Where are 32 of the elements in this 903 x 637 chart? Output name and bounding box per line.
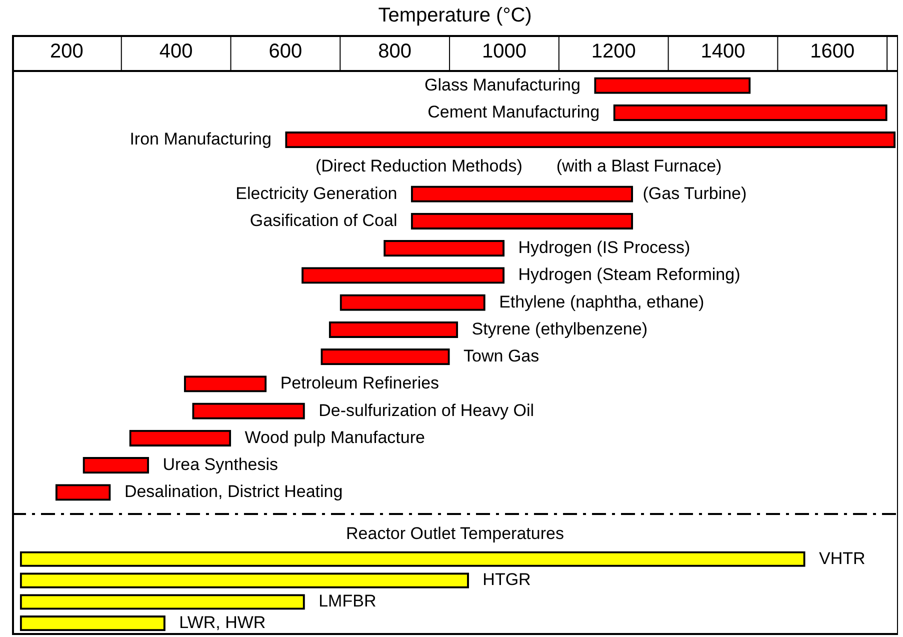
y-tick-label: Urea Synthesis [162,455,278,474]
y-tick-label: VHTR [819,548,866,568]
x-tick-label: 600 [268,40,302,63]
y-tick-label: LMFBR [318,592,376,611]
y-tick-label: Town Gas [464,346,540,366]
y-tick-label: Styrene (ethylbenzene) [472,319,648,338]
annotation: (Gas Turbine) [642,184,747,203]
y-tick-label: Wood pulp Manufacture [244,428,425,447]
y-tick-label: Hydrogen (Steam Reforming) [518,265,740,284]
x-tick-label: 800 [378,40,412,63]
y-tick-label: Ethylene (naphtha, ethane) [499,292,704,312]
annotation: (Direct Reduction Methods) [315,156,522,176]
x-tick-label: 200 [50,40,84,63]
y-tick-label: Hydrogen (IS Process) [518,238,690,257]
y-tick-label: Cement Manufacturing [428,102,600,122]
y-tick-label: Iron Manufacturing [130,130,272,148]
x-tick-label: 1000 [482,40,526,63]
y-tick-label: LWR, HWR [179,612,266,632]
x-tick-label: 1600 [810,40,855,63]
y-tick-label: Petroleum Refineries [280,374,440,393]
y-tick-label: HTGR [482,570,531,590]
y-tick-label: Desalination, District Heating [124,482,343,502]
y-tick-label: Glass Manufacturing [424,75,580,94]
y-tick-label: Gasification of Coal [250,210,398,230]
y-tick-label: Electricity Generation [236,184,398,203]
chart-title: Reactor Outlet Temperatures [346,524,564,543]
x-tick-label: 400 [159,40,193,63]
annotation: (with a Blast Furnace) [556,156,722,176]
y-tick-label: De-sulfurization of Heavy Oil [318,400,534,420]
x-tick-label: 1200 [591,40,636,63]
x-tick-label: 1400 [700,40,746,63]
x-axis-title: Temperature (°C) [378,4,532,27]
